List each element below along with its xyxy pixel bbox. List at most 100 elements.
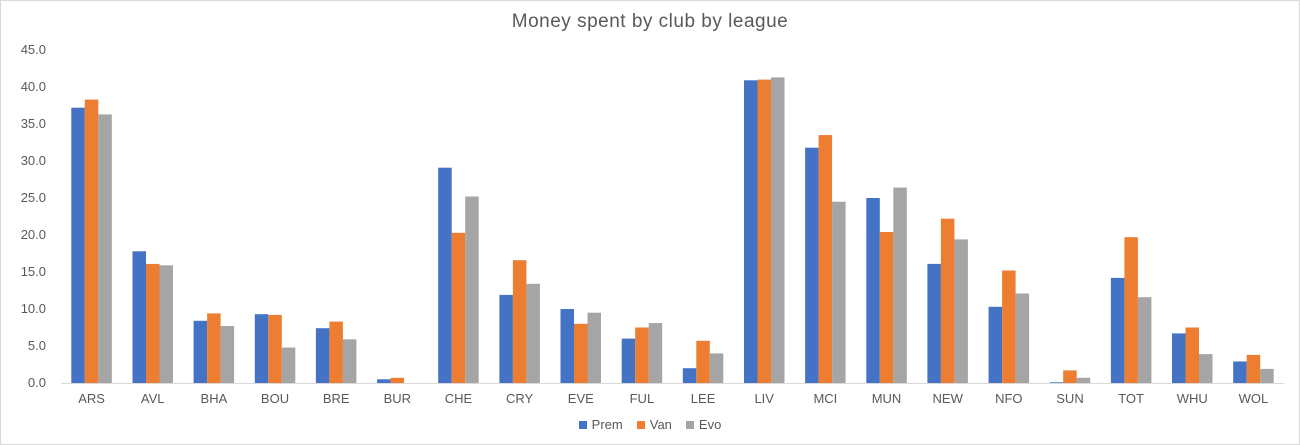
bar-van-avl bbox=[146, 263, 160, 383]
x-tick-label: BOU bbox=[261, 391, 289, 406]
legend-item-van: Van bbox=[636, 417, 672, 432]
x-tick-label: SUN bbox=[1056, 391, 1083, 406]
bar-evo-cry bbox=[526, 283, 540, 383]
bar-van-bha bbox=[207, 313, 221, 383]
bar-van-mci bbox=[818, 135, 833, 383]
bar-evo-eve bbox=[587, 312, 601, 383]
bar-prem-tot bbox=[1110, 277, 1125, 383]
bar-prem-mun bbox=[866, 198, 880, 383]
x-tick-label: AVL bbox=[141, 391, 165, 406]
y-tick-label: 20.0 bbox=[21, 227, 46, 242]
bar-evo-mun bbox=[893, 187, 907, 383]
bar-evo-liv bbox=[771, 77, 785, 384]
bar-evo-mci bbox=[832, 201, 846, 383]
bar-prem-eve bbox=[560, 309, 574, 383]
bar-prem-nfo bbox=[988, 306, 1003, 383]
bar-evo-lee bbox=[709, 353, 724, 383]
legend-label: Van bbox=[649, 417, 672, 432]
x-tick-label: MCI bbox=[813, 391, 837, 406]
legend-label: Prem bbox=[591, 417, 623, 432]
x-tick-label: CHE bbox=[445, 391, 473, 406]
bar-van-mun bbox=[879, 232, 894, 383]
bar-prem-bou bbox=[254, 314, 269, 383]
y-tick-label: 10.0 bbox=[21, 301, 46, 316]
bar-van-liv bbox=[757, 79, 771, 383]
bar-prem-avl bbox=[132, 251, 146, 383]
x-tick-label: LIV bbox=[754, 391, 774, 406]
bar-prem-mci bbox=[805, 147, 819, 383]
bar-van-sun bbox=[1063, 370, 1077, 383]
bar-van-new bbox=[940, 218, 955, 383]
bar-prem-che bbox=[438, 167, 452, 383]
bar-prem-bha bbox=[193, 320, 208, 383]
y-tick-label: 0.0 bbox=[28, 375, 46, 390]
bar-van-ful bbox=[635, 327, 649, 383]
legend-swatch bbox=[685, 420, 694, 429]
bar-van-bur bbox=[390, 377, 405, 383]
x-tick-label: EVE bbox=[568, 391, 594, 406]
bar-van-wol bbox=[1246, 354, 1261, 383]
x-tick-label: BHA bbox=[201, 391, 228, 406]
bar-prem-sun bbox=[1049, 382, 1064, 383]
x-tick-label: MUN bbox=[872, 391, 902, 406]
bar-evo-bre bbox=[342, 339, 357, 383]
y-tick-label: 15.0 bbox=[21, 264, 46, 279]
x-tick-label: ARS bbox=[78, 391, 105, 406]
bar-evo-nfo bbox=[1015, 293, 1030, 383]
legend-item-evo: Evo bbox=[685, 417, 721, 432]
chart-legend: Prem Van Evo bbox=[1, 417, 1299, 432]
bar-van-ars bbox=[84, 99, 99, 383]
bar-prem-whu bbox=[1172, 333, 1186, 383]
bar-evo-che bbox=[465, 196, 479, 383]
y-tick-label: 35.0 bbox=[21, 116, 46, 131]
bar-prem-wol bbox=[1233, 361, 1247, 383]
bar-evo-sun bbox=[1076, 377, 1091, 383]
x-tick-label: WOL bbox=[1239, 391, 1269, 406]
x-tick-label: NEW bbox=[933, 391, 964, 406]
bar-van-bou bbox=[268, 314, 282, 383]
legend-item-prem: Prem bbox=[578, 417, 623, 432]
y-tick-label: 40.0 bbox=[21, 79, 46, 94]
bar-prem-bre bbox=[315, 328, 330, 383]
bar-evo-ars bbox=[98, 114, 112, 384]
bar-prem-bur bbox=[377, 379, 391, 383]
x-tick-label: TOT bbox=[1118, 391, 1144, 406]
legend-swatch bbox=[578, 420, 587, 429]
x-tick-label: NFO bbox=[995, 391, 1022, 406]
chart-title: Money spent by club by league bbox=[511, 11, 789, 32]
bar-van-che bbox=[451, 232, 466, 383]
bar-van-bre bbox=[329, 321, 343, 383]
y-tick-label: 45.0 bbox=[21, 42, 46, 57]
x-tick-label: LEE bbox=[691, 391, 716, 406]
y-tick-label: 25.0 bbox=[21, 190, 46, 205]
bar-van-tot bbox=[1124, 237, 1138, 383]
bar-prem-cry bbox=[499, 294, 513, 383]
bar-van-nfo bbox=[1002, 270, 1016, 383]
y-tick-label: 30.0 bbox=[21, 153, 46, 168]
bar-van-lee bbox=[696, 340, 710, 383]
bar-evo-bha bbox=[220, 326, 235, 383]
bar-prem-new bbox=[927, 263, 941, 383]
bar-prem-ars bbox=[71, 107, 85, 383]
y-tick-label: 5.0 bbox=[28, 338, 46, 353]
bar-evo-tot bbox=[1137, 297, 1152, 383]
bar-van-whu bbox=[1185, 327, 1199, 383]
x-tick-label: CRY bbox=[506, 391, 534, 406]
bar-prem-lee bbox=[682, 368, 697, 383]
bar-evo-whu bbox=[1199, 354, 1213, 383]
bar-evo-avl bbox=[159, 265, 173, 383]
bar-van-cry bbox=[512, 260, 527, 383]
bar-evo-wol bbox=[1260, 368, 1274, 383]
bar-prem-liv bbox=[744, 80, 758, 384]
x-tick-label: BRE bbox=[323, 391, 350, 406]
x-tick-label: BUR bbox=[384, 391, 411, 406]
bar-prem-ful bbox=[621, 338, 636, 383]
bar-van-eve bbox=[574, 323, 588, 383]
x-tick-label: WHU bbox=[1177, 391, 1208, 406]
bar-evo-ful bbox=[648, 323, 663, 383]
bar-evo-bou bbox=[281, 347, 296, 383]
x-tick-label: FUL bbox=[630, 391, 655, 406]
legend-swatch bbox=[636, 420, 645, 429]
